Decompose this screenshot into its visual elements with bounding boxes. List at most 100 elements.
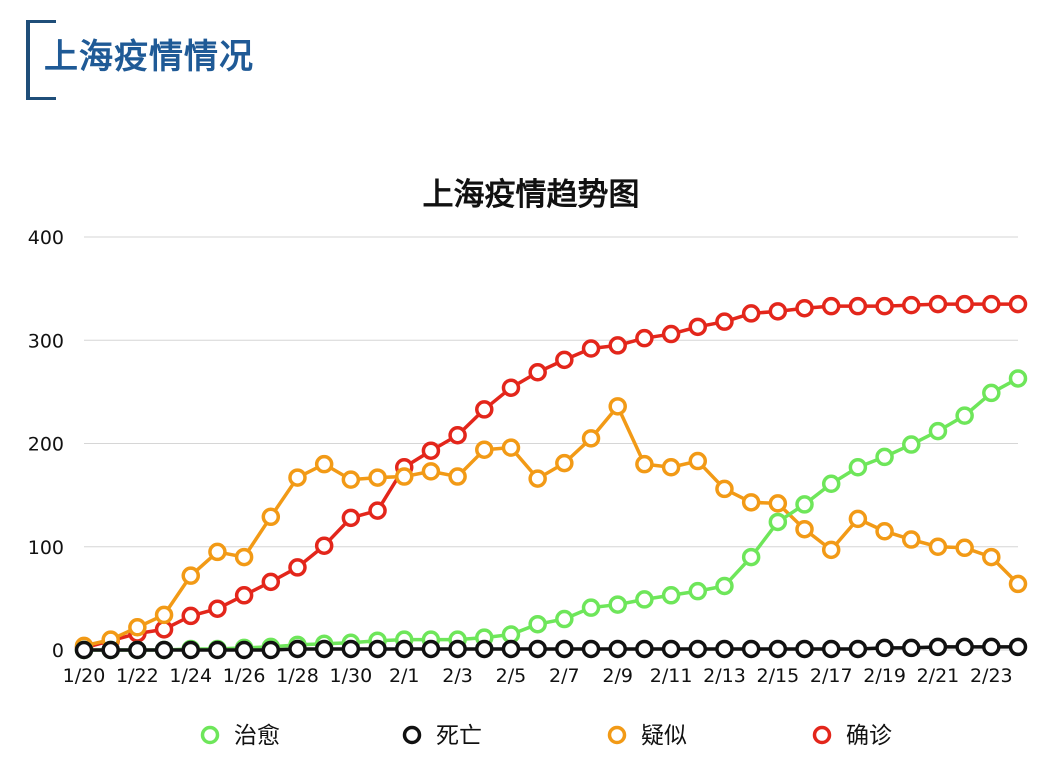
data-point-确诊 bbox=[768, 302, 788, 321]
data-point-疑似 bbox=[741, 493, 761, 512]
data-point-确诊 bbox=[421, 441, 441, 460]
y-tick-label: 200 bbox=[28, 434, 64, 456]
data-point-死亡 bbox=[848, 639, 868, 659]
page-header: 上海疫情情况 bbox=[0, 0, 1063, 110]
data-point-死亡 bbox=[501, 639, 521, 659]
x-tick-label: 2/5 bbox=[496, 665, 527, 687]
data-point-确诊 bbox=[288, 558, 307, 577]
x-tick-label: 1/22 bbox=[116, 665, 159, 687]
data-point-确诊 bbox=[314, 536, 334, 555]
x-tick-label: 1/26 bbox=[223, 665, 266, 687]
data-point-死亡 bbox=[234, 640, 254, 660]
data-point-死亡 bbox=[608, 639, 627, 659]
data-point-疑似 bbox=[341, 470, 361, 489]
data-point-疑似 bbox=[448, 467, 467, 486]
data-point-疑似 bbox=[795, 519, 814, 539]
data-point-死亡 bbox=[421, 639, 441, 659]
data-point-疑似 bbox=[928, 537, 948, 556]
data-point-确诊 bbox=[795, 298, 814, 318]
x-tick-label: 2/9 bbox=[602, 665, 633, 687]
series-line-确诊 bbox=[83, 302, 1018, 650]
data-point-确诊 bbox=[688, 317, 708, 337]
y-tick-label: 400 bbox=[28, 227, 64, 249]
data-point-疑似 bbox=[261, 507, 281, 527]
data-point-确诊 bbox=[234, 586, 254, 605]
data-point-疑似 bbox=[368, 468, 387, 487]
data-point-死亡 bbox=[528, 639, 547, 659]
data-point-确诊 bbox=[661, 324, 681, 344]
data-point-疑似 bbox=[288, 468, 307, 487]
data-point-死亡 bbox=[741, 639, 761, 659]
x-tick-label: 2/17 bbox=[810, 665, 853, 687]
data-point-治愈 bbox=[555, 609, 574, 629]
data-point-治愈 bbox=[528, 614, 547, 634]
x-tick-label: 1/24 bbox=[169, 665, 212, 687]
legend-marker-死亡 bbox=[402, 725, 422, 745]
data-point-确诊 bbox=[181, 606, 200, 626]
data-point-死亡 bbox=[181, 640, 200, 660]
legend-label-确诊: 确诊 bbox=[846, 723, 892, 749]
data-point-死亡 bbox=[314, 639, 334, 659]
y-tick-label: 0 bbox=[52, 640, 64, 662]
x-tick-label: 1/20 bbox=[63, 665, 106, 687]
data-point-疑似 bbox=[688, 451, 708, 471]
data-point-死亡 bbox=[101, 640, 120, 660]
data-point-治愈 bbox=[795, 495, 814, 514]
data-point-死亡 bbox=[635, 639, 654, 659]
data-point-死亡 bbox=[261, 640, 281, 660]
data-point-死亡 bbox=[928, 637, 948, 657]
data-point-死亡 bbox=[955, 637, 974, 657]
data-point-疑似 bbox=[955, 538, 974, 558]
data-point-疑似 bbox=[314, 454, 334, 474]
data-point-死亡 bbox=[688, 639, 708, 659]
data-point-疑似 bbox=[715, 479, 734, 499]
data-point-死亡 bbox=[795, 639, 814, 659]
data-point-确诊 bbox=[608, 336, 627, 355]
x-tick-label: 2/7 bbox=[549, 665, 580, 687]
data-point-确诊 bbox=[982, 294, 1001, 314]
data-point-疑似 bbox=[394, 467, 414, 486]
data-point-疑似 bbox=[768, 494, 788, 513]
data-point-疑似 bbox=[501, 438, 521, 457]
data-point-死亡 bbox=[821, 639, 841, 659]
page-title: 上海疫情情况 bbox=[44, 37, 254, 77]
data-point-疑似 bbox=[475, 440, 494, 459]
legend-marker-疑似 bbox=[607, 725, 627, 745]
data-point-疑似 bbox=[1008, 574, 1028, 594]
data-point-确诊 bbox=[475, 400, 494, 419]
x-tick-label: 2/3 bbox=[442, 665, 473, 687]
data-point-治愈 bbox=[768, 512, 788, 532]
data-point-治愈 bbox=[608, 595, 627, 614]
data-point-死亡 bbox=[661, 639, 681, 659]
x-tick-label: 2/1 bbox=[389, 665, 420, 687]
data-point-治愈 bbox=[821, 474, 841, 494]
data-point-确诊 bbox=[368, 501, 387, 520]
data-point-疑似 bbox=[902, 530, 921, 549]
data-point-确诊 bbox=[581, 339, 601, 358]
data-point-疑似 bbox=[128, 618, 147, 637]
data-point-疑似 bbox=[982, 547, 1001, 567]
data-point-确诊 bbox=[741, 304, 761, 323]
data-point-疑似 bbox=[421, 462, 441, 481]
legend-label-疑似: 疑似 bbox=[641, 723, 687, 749]
data-point-死亡 bbox=[475, 639, 494, 659]
data-point-治愈 bbox=[581, 598, 601, 617]
data-point-疑似 bbox=[555, 453, 574, 473]
data-point-疑似 bbox=[848, 509, 868, 529]
data-point-治愈 bbox=[902, 435, 921, 454]
title-bracket-decoration bbox=[26, 20, 56, 100]
legend-label-治愈: 治愈 bbox=[234, 723, 280, 749]
x-tick-label: 2/15 bbox=[756, 665, 799, 687]
data-point-死亡 bbox=[208, 640, 227, 660]
data-point-死亡 bbox=[555, 639, 574, 659]
data-point-治愈 bbox=[715, 576, 734, 596]
data-point-确诊 bbox=[528, 363, 547, 382]
data-point-死亡 bbox=[448, 639, 467, 659]
x-tick-label: 2/13 bbox=[703, 665, 746, 687]
data-point-确诊 bbox=[875, 296, 894, 316]
data-point-治愈 bbox=[741, 547, 761, 567]
data-point-治愈 bbox=[928, 421, 948, 441]
data-point-死亡 bbox=[74, 640, 94, 660]
data-point-疑似 bbox=[208, 542, 227, 562]
